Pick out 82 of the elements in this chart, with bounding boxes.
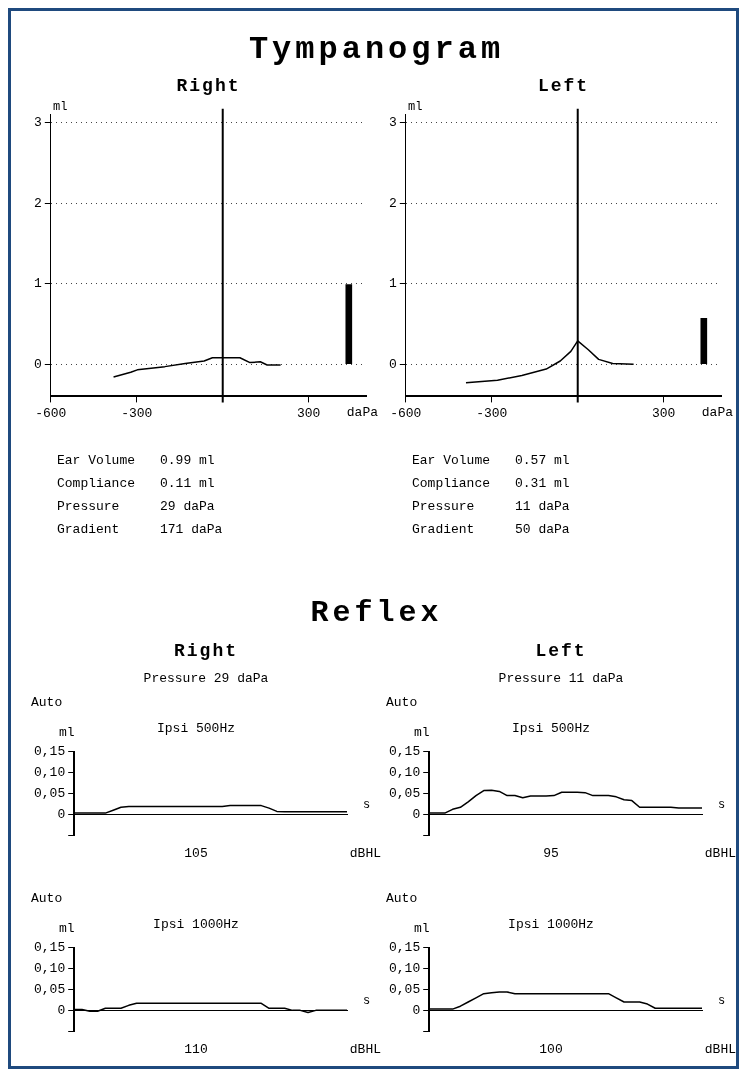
y-tick-label: 0 xyxy=(388,356,397,372)
text: 110 xyxy=(184,1042,208,1057)
text: Auto xyxy=(31,891,63,906)
y-tick-label: 0,05 xyxy=(388,981,421,997)
x-tick-label: -600 xyxy=(35,405,67,421)
y-tick-label: 0,15 xyxy=(388,744,421,760)
x-tick-label: -600 xyxy=(390,405,422,421)
y-tick-label: 1 xyxy=(388,276,397,292)
text: Gradient xyxy=(412,522,475,537)
text: Auto xyxy=(386,695,418,710)
y-axis-title: ml xyxy=(408,100,423,114)
chart-subtitle: Right xyxy=(176,76,241,96)
y-tick-label: 0,10 xyxy=(388,961,421,977)
x-axis-title: daPa xyxy=(701,405,733,420)
text: 105 xyxy=(184,846,208,861)
y-tick-label: 1 xyxy=(33,276,42,292)
chart-subtitle: Left xyxy=(537,76,590,96)
text: dBHL xyxy=(704,846,736,861)
y-tick-label: 0 xyxy=(412,1002,421,1018)
text: Ear Volume xyxy=(412,453,491,468)
text: Pressure xyxy=(412,499,475,514)
y-tick-label: 0,10 xyxy=(388,765,421,781)
x-axis-title: daPa xyxy=(346,405,378,420)
text: Ipsi 1000Hz xyxy=(508,917,594,932)
y-axis-title: ml xyxy=(414,921,430,936)
x-tick-label: -300 xyxy=(476,405,508,421)
x-tick-label: -300 xyxy=(121,405,153,421)
text: dBHL xyxy=(349,846,381,861)
y-tick-label: 0,15 xyxy=(33,744,66,760)
y-tick-label: 2 xyxy=(33,195,42,211)
y-tick-label: 0,10 xyxy=(33,961,66,977)
text: 50 daPa xyxy=(515,522,570,537)
y-tick-label: 2 xyxy=(388,195,397,211)
y-axis-title: ml xyxy=(53,100,68,114)
text: Ipsi 1000Hz xyxy=(153,917,239,932)
y-tick-label: 3 xyxy=(33,115,42,131)
text: dBHL xyxy=(349,1042,381,1057)
x-axis-title: s xyxy=(363,798,371,813)
text: 0.31 ml xyxy=(515,476,570,491)
y-axis-title: ml xyxy=(414,725,430,740)
y-tick-label: 0 xyxy=(57,806,66,822)
text: Ear Volume xyxy=(57,453,136,468)
text: 0.57 ml xyxy=(515,453,570,468)
text: Gradient xyxy=(57,522,120,537)
chart-title: Tympanogram xyxy=(248,31,505,68)
x-tick-label: 300 xyxy=(296,405,321,421)
text: Compliance xyxy=(57,476,136,491)
text: 171 daPa xyxy=(160,522,223,537)
text: 0.11 ml xyxy=(160,476,215,491)
x-axis-title: s xyxy=(718,798,726,813)
text: Compliance xyxy=(412,476,491,491)
text: 0.99 ml xyxy=(160,453,215,468)
text: 29 daPa xyxy=(160,499,215,514)
y-tick-label: 0,15 xyxy=(388,940,421,956)
text: Ipsi 500Hz xyxy=(156,721,235,736)
text: Auto xyxy=(31,695,63,710)
y-axis-title: ml xyxy=(59,921,75,936)
text: Ipsi 500Hz xyxy=(511,721,590,736)
y-tick-label: 0,10 xyxy=(33,765,66,781)
y-tick-label: 0,15 xyxy=(33,940,66,956)
text: dBHL xyxy=(704,1042,736,1057)
y-tick-label: 0 xyxy=(412,806,421,822)
chart-subtitle: Right xyxy=(173,641,238,661)
text: Auto xyxy=(386,891,418,906)
y-tick-label: 3 xyxy=(388,115,397,131)
chart-subtitle: Left xyxy=(535,641,587,661)
text: Pressure 11 daPa xyxy=(498,671,624,686)
y-tick-label: 0 xyxy=(57,1002,66,1018)
text: Pressure 29 daPa xyxy=(143,671,269,686)
y-tick-label: 0,05 xyxy=(33,981,66,997)
text: Pressure xyxy=(57,499,120,514)
y-tick-label: 0,05 xyxy=(388,785,421,801)
x-tick-label: 300 xyxy=(651,405,676,421)
y-tick-label: 0,05 xyxy=(33,785,66,801)
chart-title: Reflex xyxy=(310,596,443,630)
text: 100 xyxy=(539,1042,563,1057)
x-axis-title: s xyxy=(718,994,726,1009)
y-tick-label: 0 xyxy=(33,356,42,372)
text: 11 daPa xyxy=(515,499,570,514)
text: 95 xyxy=(543,846,559,861)
y-axis-title: ml xyxy=(59,725,75,740)
x-axis-title: s xyxy=(363,994,371,1009)
